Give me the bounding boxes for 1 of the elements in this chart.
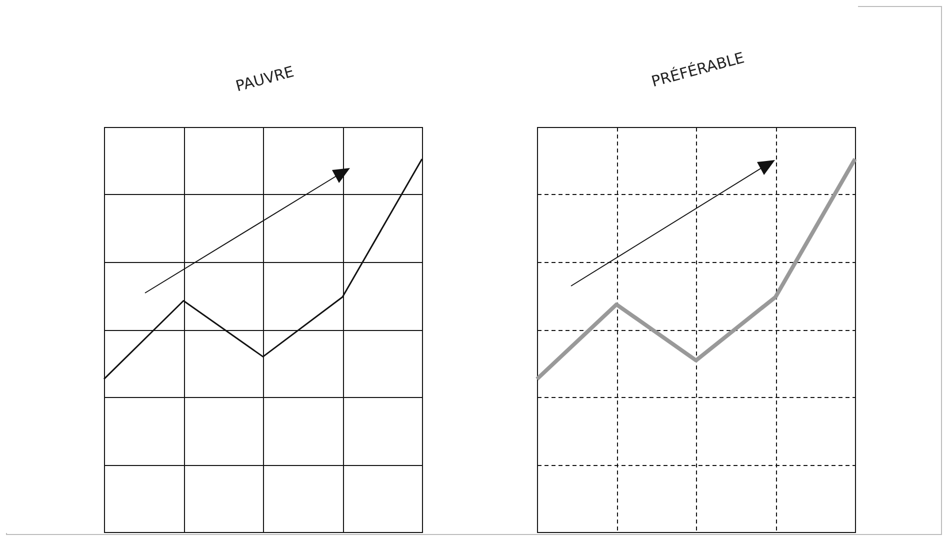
chart-title: PAUVRE	[234, 62, 296, 96]
